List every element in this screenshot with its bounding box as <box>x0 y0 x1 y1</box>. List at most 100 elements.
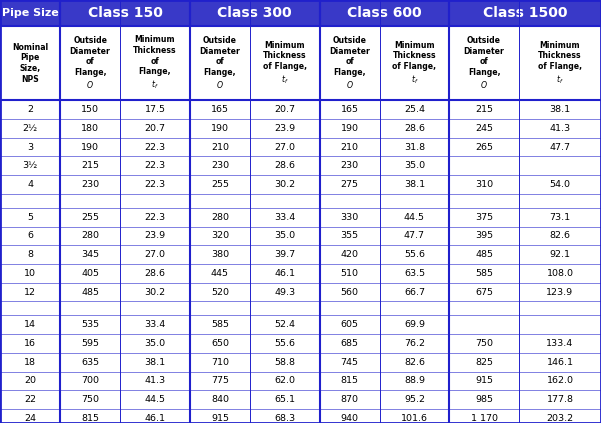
Bar <box>0 208 601 227</box>
Bar <box>0 157 601 175</box>
Text: 20.7: 20.7 <box>274 105 295 114</box>
Text: 745: 745 <box>341 358 359 367</box>
Text: 2½: 2½ <box>22 124 38 133</box>
Text: 355: 355 <box>341 231 359 240</box>
Text: 280: 280 <box>211 213 229 222</box>
Text: 150: 150 <box>81 105 99 114</box>
Bar <box>60 0 190 26</box>
Text: 25.4: 25.4 <box>404 105 425 114</box>
Text: 41.3: 41.3 <box>549 124 570 133</box>
Text: 485: 485 <box>81 288 99 297</box>
Text: 47.7: 47.7 <box>404 231 425 240</box>
Text: 22.3: 22.3 <box>144 161 166 170</box>
Text: 108.0: 108.0 <box>546 269 573 278</box>
Text: 54.0: 54.0 <box>549 180 570 189</box>
Text: 162.0: 162.0 <box>546 376 573 385</box>
Text: 23.9: 23.9 <box>144 231 166 240</box>
Text: 165: 165 <box>341 105 359 114</box>
Text: 310: 310 <box>475 180 493 189</box>
Bar <box>0 138 601 157</box>
Text: 35.0: 35.0 <box>404 161 425 170</box>
Bar <box>0 334 601 353</box>
Text: 700: 700 <box>81 376 99 385</box>
Text: Outside
Diameter
of
Flange,
$\mathit{O}$: Outside Diameter of Flange, $\mathit{O}$ <box>463 36 504 91</box>
Text: 180: 180 <box>81 124 99 133</box>
Text: 445: 445 <box>211 269 229 278</box>
Text: 535: 535 <box>81 320 99 329</box>
Text: Class 600: Class 600 <box>347 6 422 20</box>
Text: 815: 815 <box>341 376 359 385</box>
Text: 3½: 3½ <box>22 161 38 170</box>
Text: 41.3: 41.3 <box>144 376 166 385</box>
Text: 375: 375 <box>475 213 493 222</box>
Bar <box>0 264 601 283</box>
Text: 320: 320 <box>211 231 229 240</box>
Text: 585: 585 <box>211 320 229 329</box>
Bar <box>0 0 60 26</box>
Text: Pipe Size: Pipe Size <box>2 8 58 18</box>
Text: 775: 775 <box>211 376 229 385</box>
Text: 30.2: 30.2 <box>144 288 166 297</box>
Text: 24: 24 <box>24 414 36 423</box>
Text: 38.1: 38.1 <box>404 180 425 189</box>
Text: 133.4: 133.4 <box>546 339 573 348</box>
Text: Class 150: Class 150 <box>88 6 162 20</box>
Text: 825: 825 <box>475 358 493 367</box>
Bar <box>0 119 601 138</box>
Text: 815: 815 <box>81 414 99 423</box>
Bar <box>0 390 601 409</box>
Text: 2: 2 <box>27 105 33 114</box>
Text: 5: 5 <box>27 213 33 222</box>
Bar <box>0 175 601 194</box>
Text: 275: 275 <box>341 180 359 189</box>
Text: 55.6: 55.6 <box>404 250 425 259</box>
Text: 210: 210 <box>341 143 359 151</box>
Bar <box>0 245 601 264</box>
Text: 28.6: 28.6 <box>144 269 165 278</box>
Text: 20: 20 <box>24 376 36 385</box>
Text: 635: 635 <box>81 358 99 367</box>
Text: 230: 230 <box>211 161 229 170</box>
Text: 46.1: 46.1 <box>144 414 165 423</box>
Text: 14: 14 <box>24 320 36 329</box>
Text: 190: 190 <box>341 124 359 133</box>
Text: 395: 395 <box>475 231 493 240</box>
Text: 605: 605 <box>341 320 359 329</box>
Text: 22.3: 22.3 <box>144 213 166 222</box>
Text: 31.8: 31.8 <box>404 143 425 151</box>
Text: Nominal
Pipe
Size,
NPS: Nominal Pipe Size, NPS <box>12 43 48 84</box>
Text: 595: 595 <box>81 339 99 348</box>
Text: 420: 420 <box>341 250 359 259</box>
Text: 27.0: 27.0 <box>144 250 165 259</box>
Text: 8: 8 <box>27 250 33 259</box>
Text: 58.8: 58.8 <box>274 358 295 367</box>
Text: 22.3: 22.3 <box>144 180 166 189</box>
Text: 915: 915 <box>211 414 229 423</box>
Text: 38.1: 38.1 <box>144 358 166 367</box>
Bar <box>190 0 320 26</box>
Text: 52.4: 52.4 <box>274 320 295 329</box>
Text: 33.4: 33.4 <box>274 213 295 222</box>
Text: 123.9: 123.9 <box>546 288 573 297</box>
Text: 12: 12 <box>24 288 36 297</box>
Text: 215: 215 <box>81 161 99 170</box>
Text: Minimum
Thickness
of
Flange,
$\mathit{t_f}$: Minimum Thickness of Flange, $\mathit{t_… <box>133 35 177 91</box>
Text: 245: 245 <box>475 124 493 133</box>
Text: 10: 10 <box>24 269 36 278</box>
Text: 101.6: 101.6 <box>401 414 428 423</box>
Bar <box>0 316 601 334</box>
Text: Minimum
Thickness
of Flange,
$\mathit{t_f}$: Minimum Thickness of Flange, $\mathit{t_… <box>538 41 582 86</box>
Text: 685: 685 <box>341 339 359 348</box>
Text: 190: 190 <box>81 143 99 151</box>
Text: 18: 18 <box>24 358 36 367</box>
Text: 265: 265 <box>475 143 493 151</box>
Text: 44.5: 44.5 <box>404 213 425 222</box>
Text: 165: 165 <box>211 105 229 114</box>
Text: Outside
Diameter
of
Flange,
$\mathit{O}$: Outside Diameter of Flange, $\mathit{O}$ <box>329 36 370 91</box>
Text: 4: 4 <box>27 180 33 189</box>
Text: 68.3: 68.3 <box>274 414 295 423</box>
Text: 47.7: 47.7 <box>549 143 570 151</box>
Text: Minimum
Thickness
of Flange,
$\mathit{t_f}$: Minimum Thickness of Flange, $\mathit{t_… <box>263 41 307 86</box>
Text: 6: 6 <box>27 231 33 240</box>
Text: 675: 675 <box>475 288 493 297</box>
